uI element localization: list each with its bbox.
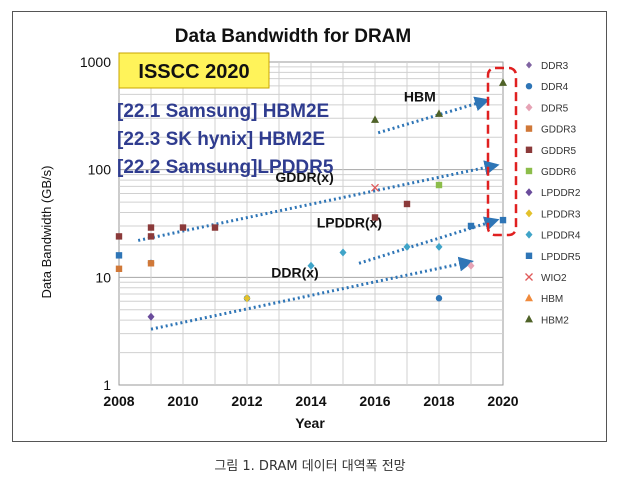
isscc-badge: ISSCC 2020: [118, 52, 270, 89]
legend-label-gddr3: GDDR3: [541, 125, 576, 136]
legend-marker-wio2-stroke-b: [525, 273, 533, 281]
legend-marker-wio2: [525, 273, 533, 281]
point-lpddr4: [435, 242, 443, 251]
x-tick-label: 2018: [423, 393, 454, 409]
paper-list: [22.1 Samsung] HBM2E [22.3 SK hynix] HBM…: [117, 101, 334, 178]
paper-line-3: [22.2 Samsung]LPDDR5: [117, 157, 334, 178]
point-gddr5: [403, 200, 411, 208]
highlight-box: [486, 66, 518, 237]
x-tick-label: 2020: [487, 393, 518, 409]
legend-label-hbm: HBM: [541, 294, 563, 305]
legend-label-lpddr2: LPDDR2: [541, 188, 581, 199]
legend-marker-gddr3: [525, 125, 533, 132]
point-ddr5: [467, 261, 475, 270]
text-labels: Data Bandwidth for DRAM Year Data Bandwi…: [39, 26, 411, 431]
trend-arrows: HBM GDDR(x) LPDDR(x) DDR(x): [137, 88, 500, 331]
trend-label: GDDR(x): [275, 169, 333, 185]
legend-marker-ddr4: [525, 83, 533, 90]
point-gddr5: [147, 233, 155, 240]
highlight-rect: [486, 66, 518, 237]
x-tick-label: 2016: [359, 393, 390, 409]
point-lpddr4: [403, 242, 411, 251]
y-tick-label: 10: [95, 269, 111, 285]
x-tick-label: 2012: [231, 393, 262, 409]
axes: 2008 2010 2012 2014 2016 2018 2020 1 10 100 1000: [80, 54, 519, 409]
legend: DDR3 DDR4 DDR5 GDDR3 GDDR5 GDDR6 LPDDR2 LPDDR3 L…: [525, 61, 581, 326]
chart-frame: 2008 2010 2012 2014 2016 2018 2020 1 10 100 1000 H…: [12, 11, 607, 442]
point-gddr6: [435, 181, 443, 189]
legend-marker-lpddr5: [525, 252, 533, 259]
point-wio2-stroke-b: [371, 183, 379, 192]
legend-marker-gddr5: [525, 146, 533, 153]
bandwidth-chart: 2008 2010 2012 2014 2016 2018 2020 1 10 100 1000 H…: [39, 26, 581, 431]
legend-label-ddr3: DDR3: [541, 61, 569, 72]
point-lpddr2: [147, 312, 155, 321]
legend-label-gddr6: GDDR6: [541, 167, 576, 178]
legend-label-lpddr4: LPDDR4: [541, 231, 581, 242]
legend-label-ddr5: DDR5: [541, 103, 569, 114]
point-gddr3: [147, 260, 155, 267]
point-hbm2: [435, 109, 443, 117]
legend-marker-ddr3: [526, 61, 532, 69]
y-axis-label: Data Bandwidth (GB/s): [39, 166, 54, 299]
y-tick-label: 1: [103, 377, 111, 393]
legend-label-lpddr5: LPDDR5: [541, 252, 581, 263]
paper-line-1: [22.1 Samsung] HBM2E: [117, 101, 329, 122]
legend-marker-hbm: [525, 293, 533, 302]
trend-arrow-gddr-x-: [137, 160, 500, 242]
point-gddr5: [115, 233, 123, 240]
x-axis-label: Year: [295, 415, 325, 431]
y-tick-label: 1000: [80, 54, 111, 70]
chart-title: Data Bandwidth for DRAM: [175, 26, 411, 47]
point-lpddr3: [243, 294, 251, 303]
figure-caption: 그림 1. DRAM 데이터 대역폭 전망: [214, 459, 406, 474]
point-hbm2: [499, 78, 507, 86]
x-tick-label: 2014: [295, 393, 326, 409]
point-lpddr5: [499, 216, 507, 224]
legend-label-wio2: WIO2: [541, 273, 567, 284]
legend-marker-lpddr4: [525, 230, 533, 239]
paper-line-2: [22.3 SK hynix] HBM2E: [117, 129, 325, 150]
legend-label-gddr5: GDDR5: [541, 146, 576, 157]
legend-marker-ddr5: [525, 103, 533, 112]
legend-label-lpddr3: LPDDR3: [541, 209, 581, 220]
point-gddr5: [211, 224, 219, 231]
legend-label-hbm2: HBM2: [541, 315, 569, 326]
x-tick-label: 2010: [167, 393, 198, 409]
y-tick-label: 100: [88, 162, 112, 178]
point-ddr4: [435, 295, 443, 302]
data-marks: [115, 78, 507, 321]
point-lpddr4: [307, 261, 315, 270]
point-gddr5: [371, 214, 379, 221]
trend-arrow-hbm: [377, 96, 490, 135]
point-gddr5: [179, 224, 187, 231]
legend-marker-hbm2: [525, 314, 533, 323]
trend-label: LPDDR(x): [317, 215, 382, 231]
point-lpddr4: [339, 248, 347, 257]
point-hbm2: [371, 115, 379, 123]
isscc-badge-label: ISSCC 2020: [138, 61, 249, 83]
trend-label: HBM: [404, 88, 436, 104]
legend-marker-gddr6: [525, 167, 533, 175]
point-gddr5: [147, 224, 155, 231]
point-lpddr5: [467, 222, 475, 230]
legend-marker-lpddr3: [525, 209, 533, 218]
x-tick-label: 2008: [103, 393, 134, 409]
trend-label: DDR(x): [271, 264, 318, 280]
point-lpddr5: [115, 252, 123, 259]
point-wio2: [371, 183, 379, 192]
legend-marker-lpddr2: [525, 188, 533, 197]
legend-label-ddr4: DDR4: [541, 82, 569, 93]
point-gddr3: [115, 265, 123, 273]
